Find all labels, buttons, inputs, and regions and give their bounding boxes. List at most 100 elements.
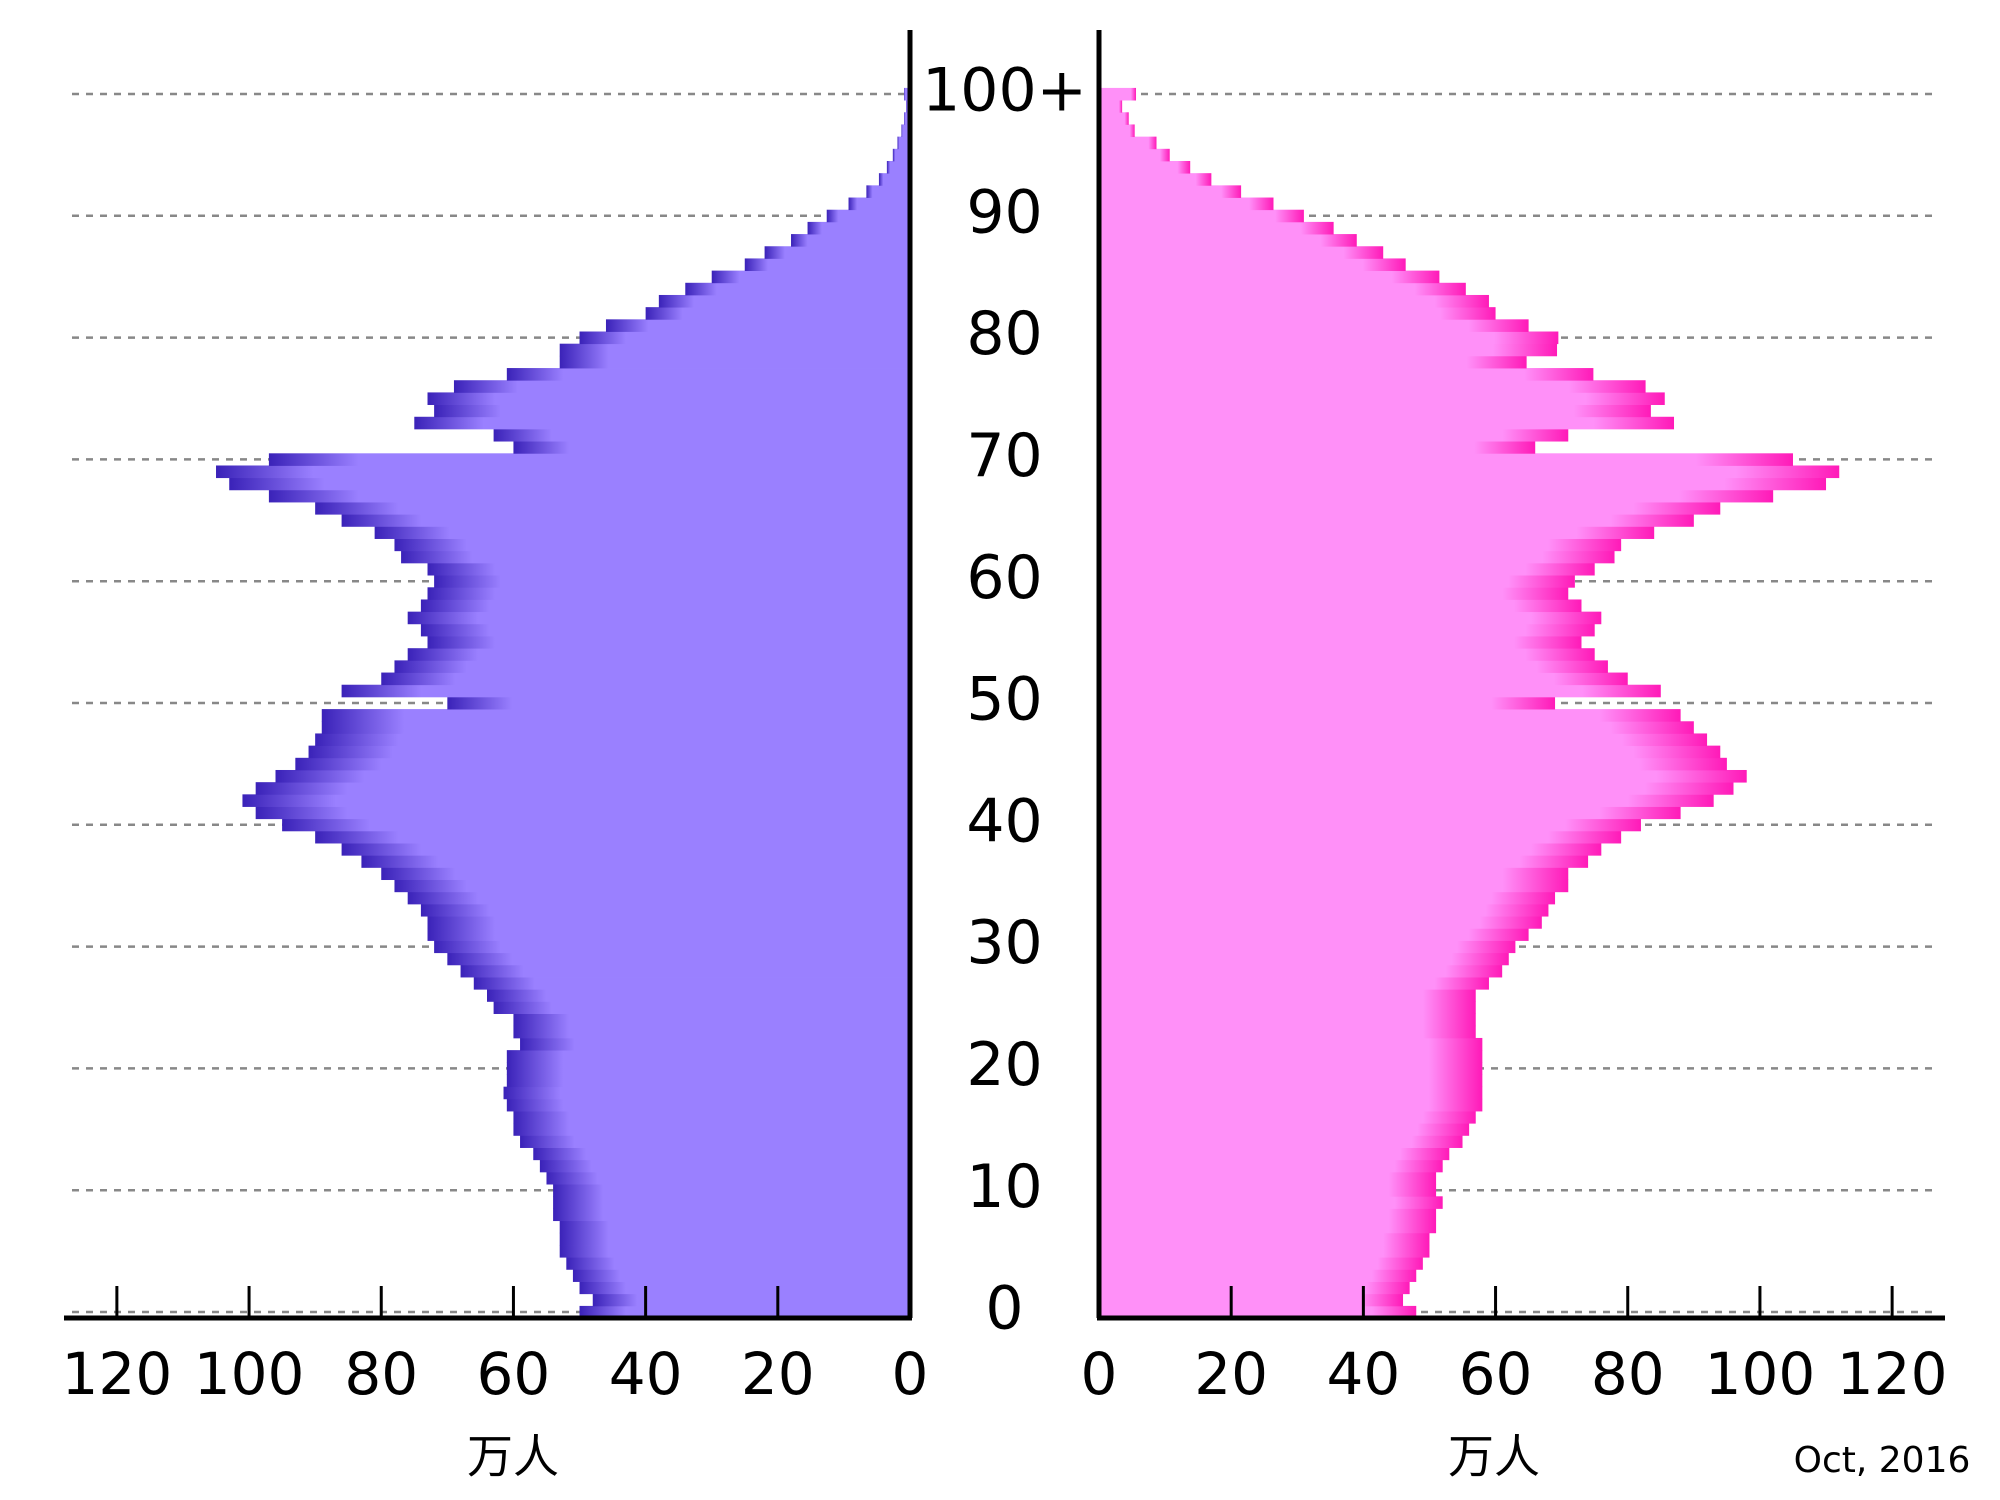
x-tick-label: 60 — [1459, 1340, 1533, 1408]
bar — [315, 502, 910, 515]
bar — [1099, 648, 1595, 661]
bar — [1099, 745, 1721, 759]
bar — [381, 672, 910, 686]
bar — [848, 197, 910, 211]
bar — [1099, 1001, 1476, 1014]
bar — [1099, 124, 1135, 138]
bar — [361, 855, 910, 868]
bar — [1099, 465, 1840, 479]
bar — [407, 611, 910, 625]
bar — [315, 733, 910, 747]
bar — [1099, 368, 1594, 381]
bar — [427, 928, 910, 941]
bar — [275, 769, 910, 783]
bar — [447, 696, 910, 710]
bar — [1099, 587, 1569, 600]
bar — [308, 745, 910, 759]
bar — [1099, 916, 1542, 929]
bar — [1099, 977, 1489, 990]
bar — [1099, 307, 1496, 320]
bar — [1099, 1037, 1483, 1051]
y-tick-label: 60 — [966, 543, 1042, 613]
bar — [427, 916, 910, 929]
bar — [520, 1037, 910, 1051]
x-tick-label: 0 — [1081, 1340, 1118, 1408]
bar — [341, 514, 910, 527]
bar — [282, 818, 910, 832]
bar — [1099, 1062, 1483, 1075]
bar — [553, 1196, 910, 1209]
bar — [401, 550, 910, 564]
x-tick-label: 60 — [477, 1340, 551, 1408]
bar — [513, 1013, 910, 1027]
bar — [1099, 940, 1516, 954]
bar — [1099, 197, 1274, 211]
bar — [592, 1293, 910, 1307]
bar — [1099, 1086, 1483, 1100]
bar — [1099, 721, 1694, 734]
bar — [1099, 258, 1406, 272]
bar — [513, 1123, 910, 1136]
bar — [315, 830, 910, 844]
bar — [1099, 160, 1191, 174]
bar — [1099, 343, 1558, 357]
bar — [1099, 550, 1615, 564]
bar — [473, 977, 910, 990]
bar — [506, 1074, 910, 1088]
bar — [764, 246, 910, 259]
bar — [1099, 769, 1747, 783]
bar — [447, 952, 910, 966]
bar — [553, 1184, 910, 1197]
bar — [506, 1050, 910, 1063]
bar — [255, 782, 910, 795]
bar — [1099, 526, 1655, 539]
bar — [546, 1171, 910, 1185]
y-tick-label: 70 — [966, 421, 1042, 491]
bar — [1099, 636, 1582, 649]
bar — [295, 757, 910, 771]
bar — [1099, 1050, 1483, 1063]
y-tick-label: 100+ — [922, 56, 1087, 126]
bar — [1099, 782, 1734, 795]
y-tick-label: 0 — [985, 1274, 1023, 1344]
bar — [1099, 672, 1628, 686]
y-tick-label: 10 — [966, 1152, 1042, 1222]
bar — [1099, 696, 1556, 710]
bar — [1099, 100, 1123, 113]
x-tick-label: 20 — [741, 1340, 815, 1408]
bar — [1099, 1245, 1430, 1258]
bar — [711, 270, 910, 284]
bar — [1099, 1111, 1476, 1124]
bar — [1099, 87, 1137, 101]
bar — [1099, 733, 1708, 747]
bar — [1099, 489, 1774, 503]
bar — [321, 709, 910, 722]
bar — [420, 599, 910, 613]
bar — [901, 124, 910, 138]
bar — [407, 891, 910, 905]
bar — [513, 441, 910, 454]
bar — [559, 355, 910, 369]
y-tick-label: 90 — [966, 177, 1042, 247]
bar — [1099, 1159, 1443, 1173]
y-tick-label: 40 — [966, 786, 1042, 856]
bar — [493, 428, 910, 442]
bar — [1099, 1232, 1430, 1246]
bar — [1099, 270, 1440, 284]
bar — [892, 148, 910, 162]
bar — [427, 636, 910, 649]
bar — [572, 1269, 910, 1282]
bar — [559, 343, 910, 357]
bar — [1099, 441, 1536, 454]
x-axis-label: 万人 — [467, 1430, 559, 1484]
bar — [1099, 319, 1529, 332]
bar — [493, 1001, 910, 1014]
x-tick-label: 80 — [344, 1340, 418, 1408]
bar — [645, 307, 910, 320]
bar — [566, 1257, 910, 1270]
bar — [1099, 1281, 1410, 1295]
bar — [506, 1062, 910, 1075]
bar — [1099, 964, 1503, 978]
bar — [341, 684, 910, 698]
x-tick-label: 20 — [1194, 1340, 1268, 1408]
